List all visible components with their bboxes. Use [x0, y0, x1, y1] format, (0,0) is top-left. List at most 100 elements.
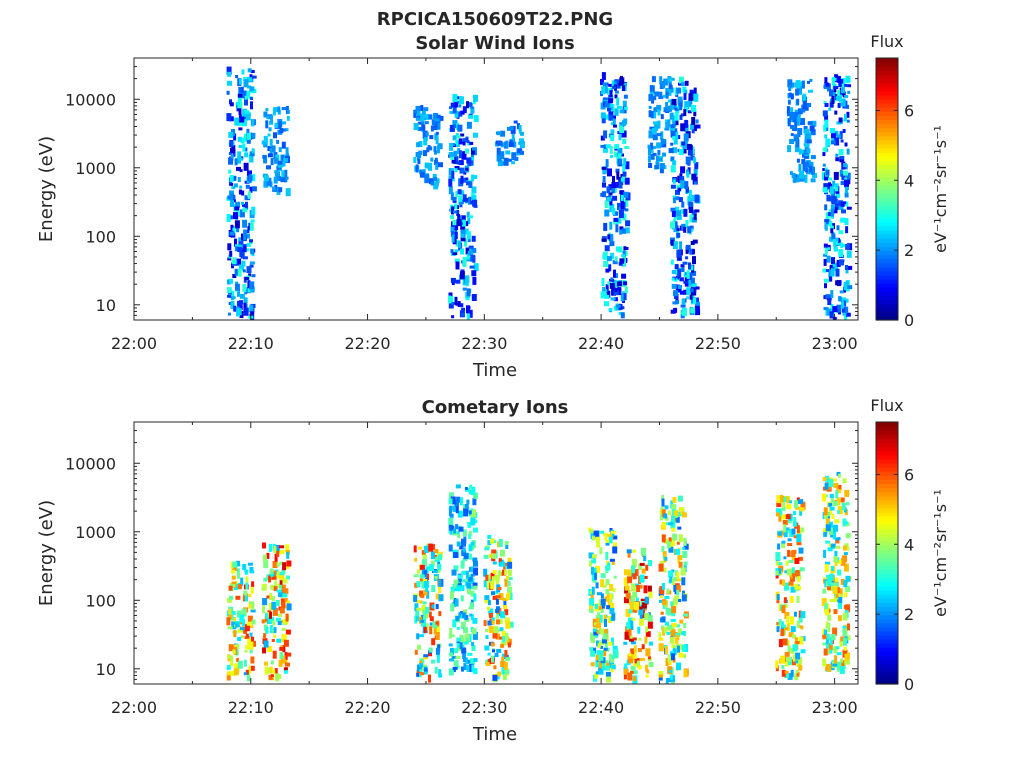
- heatmap-cell: [471, 509, 477, 518]
- heatmap-cell: [670, 156, 675, 162]
- heatmap-cell: [454, 110, 459, 118]
- heatmap-cell: [643, 585, 648, 594]
- heatmap-cell: [684, 101, 690, 110]
- heatmap-cell: [500, 643, 505, 648]
- heatmap-cell: [807, 121, 813, 126]
- heatmap-cell: [435, 161, 439, 170]
- heatmap-cell: [841, 87, 845, 94]
- heatmap-cell: [466, 588, 471, 594]
- heatmap-cell: [422, 130, 428, 139]
- heatmap-cell: [845, 280, 849, 286]
- heatmap-cell: [429, 135, 434, 140]
- heatmap-cell: [495, 598, 499, 605]
- heatmap-cell: [679, 102, 683, 111]
- heatmap-cell: [838, 484, 842, 491]
- heatmap-cell: [844, 489, 850, 497]
- cometary-xlabel: Time: [472, 724, 517, 745]
- colorbar-band: [876, 193, 898, 198]
- heatmap-cell: [243, 229, 248, 236]
- heatmap-cell: [413, 574, 419, 578]
- colorbar-band: [876, 107, 898, 112]
- heatmap-cell: [612, 85, 617, 89]
- heatmap-cell: [277, 106, 281, 113]
- heatmap-cell: [798, 148, 802, 155]
- solar-wind-colorbar-title: Flux: [870, 32, 903, 51]
- heatmap-cell: [497, 587, 502, 590]
- heatmap-cell: [843, 281, 847, 290]
- heatmap-cell: [426, 147, 430, 153]
- heatmap-cell: [231, 145, 236, 154]
- heatmap-cell: [423, 579, 428, 582]
- heatmap-cell: [672, 648, 677, 656]
- heatmap-cell: [265, 612, 269, 619]
- heatmap-cell: [453, 579, 459, 588]
- colorbar-band: [876, 667, 898, 673]
- heatmap-cell: [494, 574, 500, 581]
- heatmap-cell: [828, 177, 832, 181]
- heatmap-cell: [604, 86, 608, 94]
- heatmap-cell: [495, 608, 500, 613]
- heatmap-cell: [646, 632, 651, 637]
- heatmap-cell: [463, 197, 469, 202]
- heatmap-cell: [426, 590, 430, 599]
- heatmap-cell: [657, 150, 661, 155]
- heatmap-cell: [603, 614, 607, 623]
- heatmap-cell: [466, 157, 472, 164]
- heatmap-cell: [237, 136, 242, 142]
- colorbar-band: [876, 266, 898, 272]
- heatmap-cell: [491, 576, 495, 584]
- heatmap-cell: [489, 613, 493, 618]
- heatmap-cell: [435, 593, 439, 600]
- heatmap-cell: [484, 645, 490, 651]
- heatmap-cell: [645, 564, 649, 571]
- heatmap-cell: [683, 226, 687, 233]
- heatmap-cell: [247, 85, 252, 89]
- heatmap-cell: [838, 200, 844, 207]
- x-tick-label: 22:10: [228, 334, 274, 353]
- heatmap-cell: [230, 611, 236, 615]
- heatmap-cell: [462, 558, 468, 561]
- colorbar-band: [876, 189, 898, 194]
- heatmap-cell: [633, 663, 639, 667]
- heatmap-cell: [284, 598, 288, 602]
- heatmap-cell: [688, 144, 693, 150]
- heatmap-cell: [286, 115, 290, 121]
- heatmap-cell: [808, 165, 812, 173]
- heatmap-cell: [824, 278, 829, 283]
- heatmap-cell: [825, 517, 830, 526]
- heatmap-cell: [266, 177, 272, 186]
- heatmap-cell: [783, 556, 787, 560]
- heatmap-cell: [806, 148, 811, 154]
- heatmap-cell: [455, 616, 460, 621]
- heatmap-cell: [608, 184, 614, 191]
- heatmap-cell: [837, 75, 841, 83]
- heatmap-cell: [829, 599, 835, 602]
- heatmap-cell: [599, 640, 604, 645]
- heatmap-cell: [662, 551, 667, 555]
- heatmap-cell: [787, 500, 793, 504]
- heatmap-cell: [786, 112, 791, 117]
- heatmap-cell: [602, 182, 606, 188]
- heatmap-cell: [467, 218, 471, 225]
- colorbar-band: [876, 606, 898, 611]
- heatmap-cell: [837, 506, 843, 515]
- heatmap-cell: [251, 619, 256, 625]
- heatmap-cell: [833, 524, 838, 532]
- heatmap-cell: [631, 654, 635, 662]
- heatmap-cell: [784, 582, 790, 591]
- heatmap-cell: [269, 666, 273, 674]
- heatmap-cell: [830, 228, 834, 234]
- colorbar-band: [876, 438, 898, 444]
- heatmap-cell: [438, 669, 442, 676]
- heatmap-cell: [462, 194, 467, 202]
- heatmap-cell: [248, 135, 254, 140]
- colorbar-band: [876, 593, 898, 599]
- heatmap-cell: [665, 121, 670, 129]
- heatmap-cell: [465, 637, 469, 645]
- heatmap-cell: [246, 621, 252, 626]
- heatmap-cell: [669, 674, 673, 680]
- heatmap-cell: [614, 108, 619, 116]
- heatmap-cell: [448, 652, 453, 657]
- heatmap-cell: [501, 630, 506, 639]
- heatmap-cell: [680, 567, 686, 576]
